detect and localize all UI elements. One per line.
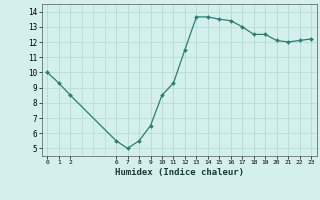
X-axis label: Humidex (Indice chaleur): Humidex (Indice chaleur)	[115, 168, 244, 177]
